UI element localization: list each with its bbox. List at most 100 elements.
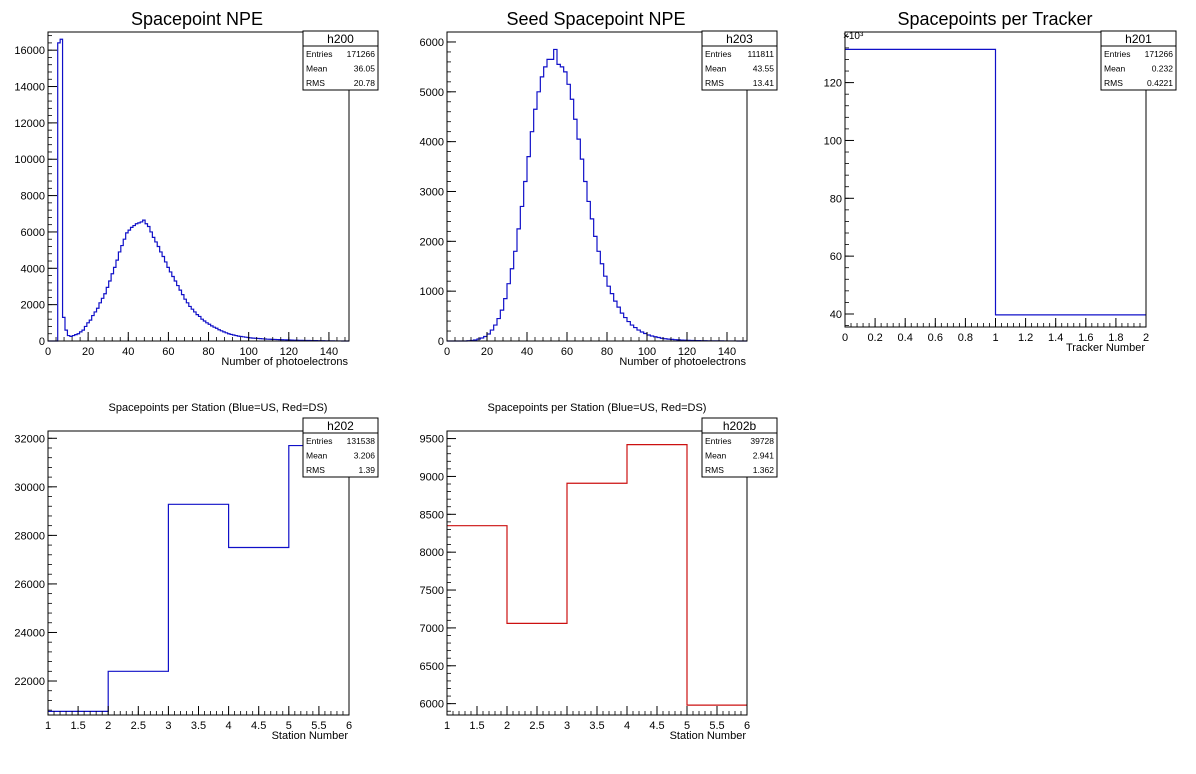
y-tick-label: 4000 bbox=[21, 263, 45, 275]
x-tick-label: 2.5 bbox=[529, 720, 544, 732]
stats-box: h202 Entries 131538 Mean 3.206 RMS 1.39 bbox=[302, 417, 379, 478]
histogram-bin bbox=[584, 182, 587, 341]
x-tick-label: 1 bbox=[444, 720, 450, 732]
histogram-bin bbox=[527, 157, 530, 341]
histogram-bin bbox=[169, 272, 171, 341]
histogram-bin bbox=[104, 294, 106, 341]
histogram-bin bbox=[196, 315, 198, 341]
histogram-bin bbox=[564, 72, 567, 341]
histogram-bin bbox=[145, 224, 147, 341]
histogram-series bbox=[48, 444, 349, 712]
stats-value-entries: 39728 bbox=[750, 436, 774, 446]
x-tick-label: 3 bbox=[564, 720, 570, 732]
histogram-bin bbox=[143, 220, 145, 341]
histogram-bin bbox=[500, 310, 503, 341]
histogram-bin bbox=[179, 290, 181, 341]
stats-value-rms: 1.362 bbox=[753, 465, 775, 475]
histogram-bin bbox=[89, 320, 91, 341]
y-tick-label: 7500 bbox=[420, 585, 444, 597]
histogram-series bbox=[845, 48, 1146, 316]
histogram-bin bbox=[517, 229, 520, 341]
stats-box-frame bbox=[701, 30, 778, 91]
plot-frame bbox=[446, 31, 748, 342]
histogram-bin bbox=[242, 337, 244, 341]
histogram-bin bbox=[594, 236, 597, 341]
stats-box: h200 Entries 171266 Mean 36.05 RMS 20.78 bbox=[302, 30, 379, 91]
histogram-bin bbox=[174, 281, 176, 341]
stats-box: h203 Entries 111811 Mean 43.55 RMS 13.41 bbox=[701, 30, 778, 91]
stats-histogram-name: h202 bbox=[327, 419, 354, 433]
histogram-bin bbox=[114, 267, 116, 341]
histogram-bin bbox=[567, 84, 570, 341]
histogram-bin bbox=[640, 332, 643, 341]
histogram-bin bbox=[620, 313, 623, 341]
histogram-bin bbox=[148, 226, 150, 341]
stats-key-rms: RMS bbox=[306, 465, 325, 475]
x-tick-label: 100 bbox=[638, 346, 656, 358]
histogram-bin bbox=[138, 223, 140, 341]
x-tick-label: 6 bbox=[346, 720, 352, 732]
x-tick-label: 20 bbox=[481, 346, 493, 358]
plot-frame bbox=[47, 31, 350, 342]
x-tick-label: 40 bbox=[521, 346, 533, 358]
x-tick-label: 1 bbox=[992, 332, 998, 344]
x-tick-label: 5 bbox=[684, 720, 690, 732]
histogram-bin bbox=[567, 483, 627, 715]
chart-title: Spacepoints per Tracker bbox=[897, 9, 1092, 29]
histogram-bin bbox=[60, 39, 62, 341]
histogram-bin bbox=[168, 504, 228, 715]
x-tick-label: 0.8 bbox=[958, 332, 973, 344]
x-axis-title: Station Number bbox=[272, 730, 349, 742]
x-axis-title: Station Number bbox=[670, 730, 747, 742]
x-axis-title: Number of photoelectrons bbox=[221, 356, 348, 368]
stats-key-entries: Entries bbox=[1104, 49, 1130, 59]
chart-title: Seed Spacepoint NPE bbox=[506, 9, 685, 29]
histogram-bin bbox=[191, 309, 193, 341]
histogram-bin bbox=[507, 284, 510, 341]
histogram-bin bbox=[58, 43, 60, 341]
x-tick-label: 1.8 bbox=[1108, 332, 1123, 344]
x-tick-label: 1.6 bbox=[1078, 332, 1093, 344]
stats-key-entries: Entries bbox=[705, 436, 731, 446]
stats-value-mean: 2.941 bbox=[753, 451, 775, 461]
stats-box-frame bbox=[302, 30, 379, 91]
histogram-bin bbox=[184, 299, 186, 341]
x-tick-label: 5 bbox=[286, 720, 292, 732]
y-tick-label: 6000 bbox=[21, 227, 45, 239]
histogram-bin bbox=[75, 335, 77, 341]
y-tick-label: 120 bbox=[824, 78, 842, 90]
chart-title: Spacepoint NPE bbox=[131, 9, 263, 29]
histogram-bin bbox=[82, 330, 84, 341]
histogram-bin bbox=[194, 312, 196, 341]
y-tick-label: 4000 bbox=[420, 137, 444, 149]
histogram-bin bbox=[94, 312, 96, 341]
histogram-bin bbox=[996, 315, 1147, 327]
x-tick-label: 1.4 bbox=[1048, 332, 1063, 344]
x-axis-title: Tracker Number bbox=[1066, 342, 1145, 354]
stats-key-rms: RMS bbox=[705, 465, 724, 475]
stats-value-entries: 171266 bbox=[1145, 49, 1174, 59]
histogram-bin bbox=[131, 227, 133, 341]
x-tick-label: 0 bbox=[444, 346, 450, 358]
x-tick-label: 4 bbox=[226, 720, 232, 732]
histogram-bin bbox=[520, 206, 523, 341]
y-tick-label: 2000 bbox=[420, 236, 444, 248]
x-tick-label: 5.5 bbox=[311, 720, 326, 732]
histogram-bin bbox=[225, 333, 227, 341]
histogram-series bbox=[447, 444, 747, 706]
histogram-bin bbox=[92, 316, 94, 341]
stats-key-mean: Mean bbox=[1104, 64, 1126, 74]
stats-box-frame bbox=[1100, 30, 1177, 91]
histogram-bin bbox=[577, 139, 580, 341]
histogram-bin bbox=[101, 298, 103, 341]
histogram-series bbox=[447, 48, 747, 342]
histogram-bin bbox=[218, 330, 220, 341]
histogram-bin bbox=[230, 334, 232, 341]
y-tick-label: 24000 bbox=[14, 627, 45, 639]
histogram-bin bbox=[228, 334, 230, 341]
stats-box-frame bbox=[701, 417, 778, 478]
x-tick-label: 1.5 bbox=[469, 720, 484, 732]
stats-box: h202b Entries 39728 Mean 2.941 RMS 1.362 bbox=[701, 417, 778, 478]
stats-key-mean: Mean bbox=[705, 451, 727, 461]
x-tick-label: 2.5 bbox=[131, 720, 146, 732]
